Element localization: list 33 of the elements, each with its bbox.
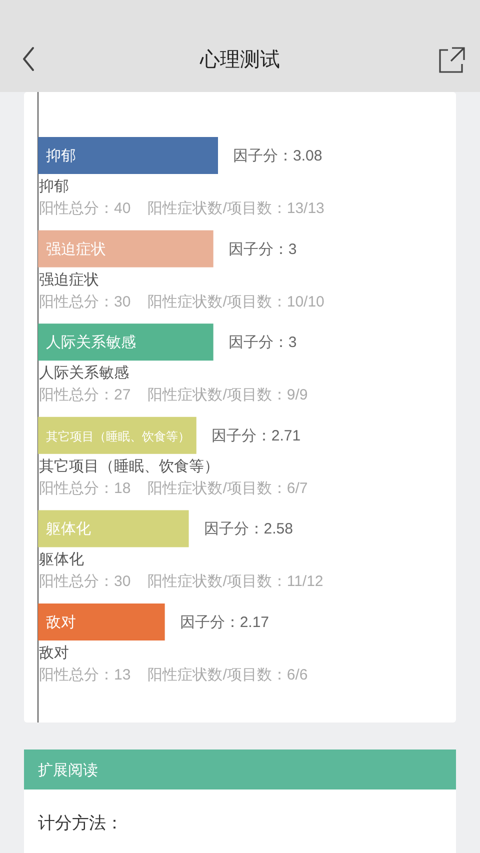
annotation: 阳性总分：30	[39, 293, 131, 310]
bar	[38, 604, 165, 640]
bar	[38, 510, 189, 548]
annotation: 阳性症状数/项目数：13/13	[148, 200, 324, 217]
bar	[38, 137, 218, 174]
annotation: 阳性总分：27	[39, 386, 131, 404]
y-tick-label: 强迫症状	[46, 240, 106, 258]
bar	[38, 416, 196, 454]
y-tick-label: 其它项目（睡眠、饮食等）	[46, 429, 190, 444]
chart-title: 心理测试	[199, 49, 280, 71]
bar	[38, 324, 214, 361]
annotation: 阳性总分：40	[39, 200, 131, 217]
data-label: 因子分：3	[228, 240, 297, 258]
annotation: 阳性症状数/项目数：10/10	[148, 293, 324, 310]
y-tick-label: 抑郁	[46, 148, 76, 164]
annotation: 阳性总分：18	[39, 480, 131, 497]
data-label: 因子分：2.17	[180, 614, 270, 631]
y-tick-label: 敌对	[46, 614, 76, 631]
annotation: 阳性症状数/项目数：9/9	[148, 386, 308, 404]
y-tick-label: 人际关系敏感	[46, 334, 136, 352]
y-tick-label: 躯体化	[46, 520, 91, 538]
annotation: 阳性症状数/项目数：11/12	[148, 573, 324, 590]
data-label: 因子分：2.58	[204, 520, 293, 538]
text: 扩展阅读	[38, 762, 98, 779]
data-label: 因子分：3.08	[233, 148, 322, 164]
data-label: 因子分：3	[228, 334, 297, 352]
annotation: 阳性总分：13	[39, 666, 131, 684]
annotation: 阳性症状数/项目数：6/7	[148, 480, 308, 497]
data-label: 因子分：2.71	[211, 427, 301, 444]
annotation: 阳性总分：30	[39, 573, 131, 590]
annotation: 阳性症状数/项目数：6/6	[148, 666, 308, 684]
bar	[38, 230, 214, 268]
text: 计分方法：	[38, 814, 123, 832]
